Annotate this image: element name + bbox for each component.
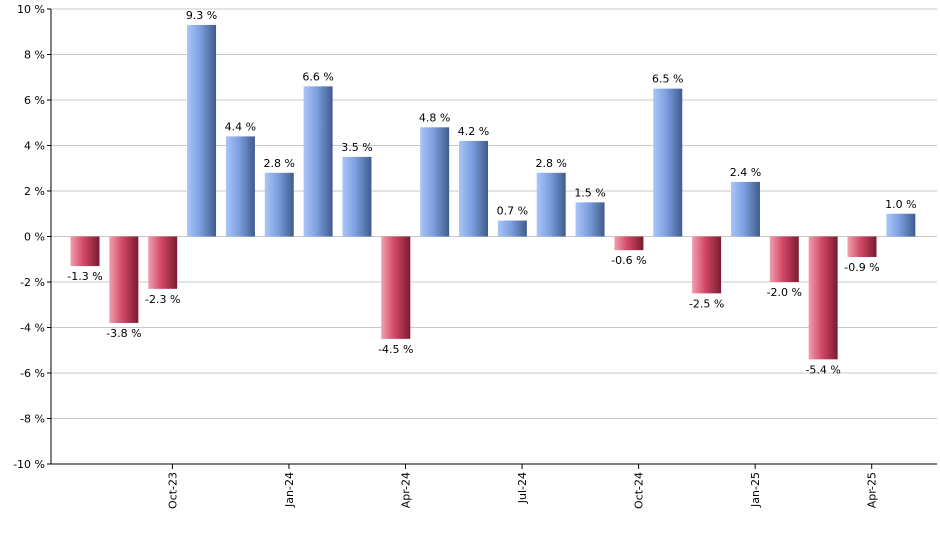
bar bbox=[187, 24, 217, 237]
data-label: 1.5 % bbox=[574, 186, 605, 199]
data-label: -1.3 % bbox=[67, 270, 102, 283]
y-tick-label: 8 % bbox=[24, 49, 45, 62]
data-label: -5.4 % bbox=[805, 363, 840, 376]
data-label: -2.3 % bbox=[145, 293, 180, 306]
bar bbox=[459, 140, 488, 237]
x-tick-label: Apr-24 bbox=[400, 472, 413, 508]
y-tick-label: 6 % bbox=[24, 94, 45, 107]
y-tick-label: -10 % bbox=[13, 458, 45, 471]
bar bbox=[769, 236, 799, 282]
bar bbox=[575, 202, 605, 237]
bar bbox=[614, 236, 644, 251]
data-label: 2.8 % bbox=[535, 157, 566, 170]
bars bbox=[70, 24, 916, 360]
x-tick-label: Jan-24 bbox=[283, 472, 296, 508]
bar bbox=[808, 236, 838, 360]
data-label: -0.6 % bbox=[611, 254, 646, 267]
bar bbox=[225, 136, 255, 237]
bar bbox=[653, 88, 683, 237]
bar bbox=[109, 236, 139, 323]
data-label: -2.5 % bbox=[689, 297, 724, 310]
bar bbox=[342, 156, 372, 237]
bar bbox=[381, 236, 411, 339]
data-label: 6.6 % bbox=[302, 70, 333, 83]
data-label: 2.4 % bbox=[730, 166, 761, 179]
y-tick-label: 10 % bbox=[17, 3, 45, 16]
bar bbox=[264, 172, 294, 237]
y-tick-label: 2 % bbox=[24, 185, 45, 198]
bar bbox=[70, 236, 100, 267]
data-label: -4.5 % bbox=[378, 343, 413, 356]
data-label: 9.3 % bbox=[186, 9, 217, 22]
y-tick-label: -4 % bbox=[20, 322, 45, 335]
data-label: -0.9 % bbox=[844, 261, 879, 274]
data-label: 1.0 % bbox=[885, 198, 916, 211]
y-tick-label: -8 % bbox=[20, 413, 45, 426]
bar bbox=[497, 220, 527, 237]
bar bbox=[536, 172, 566, 237]
y-tick-label: -6 % bbox=[20, 367, 45, 380]
y-tick-label: 0 % bbox=[24, 231, 45, 244]
data-label: 2.8 % bbox=[264, 157, 295, 170]
data-label: -3.8 % bbox=[106, 327, 141, 340]
labels: 10 % 8 % 6 % 4 % 2 % 0 % -2 % -4 % -6 % -8 % -10 %… bbox=[13, 3, 916, 509]
axes bbox=[47, 8, 937, 469]
bar bbox=[303, 86, 333, 237]
data-label: 3.5 % bbox=[341, 141, 372, 154]
x-tick-label: Oct-24 bbox=[633, 472, 646, 509]
data-label: 0.7 % bbox=[497, 205, 528, 218]
bar bbox=[692, 236, 722, 294]
x-tick-label: Jan-25 bbox=[749, 472, 762, 508]
data-label: 4.2 % bbox=[458, 125, 489, 138]
x-tick-label: Apr-25 bbox=[866, 472, 879, 508]
bar bbox=[148, 236, 178, 289]
data-label: 4.4 % bbox=[225, 120, 256, 133]
data-label: -2.0 % bbox=[767, 286, 802, 299]
bar bbox=[420, 127, 450, 237]
bar bbox=[847, 236, 877, 257]
x-tick-label: Oct-23 bbox=[166, 472, 179, 509]
bar bbox=[730, 181, 760, 237]
y-tick-label: 4 % bbox=[24, 140, 45, 153]
x-tick-label: Jul-24 bbox=[516, 472, 529, 504]
bar bbox=[886, 213, 916, 237]
y-tick-label: -2 % bbox=[20, 276, 45, 289]
data-label: 4.8 % bbox=[419, 111, 450, 124]
gridlines bbox=[51, 8, 937, 465]
data-label: 6.5 % bbox=[652, 73, 683, 86]
